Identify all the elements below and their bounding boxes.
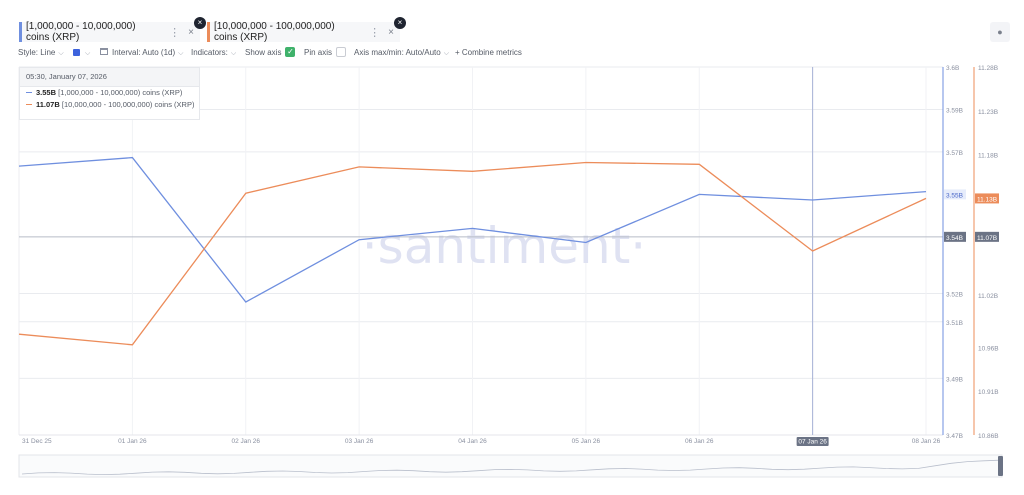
style-dropdown[interactable]: Style: Line ⌵ xyxy=(18,46,64,61)
series-1-dash-icon xyxy=(26,92,32,94)
settings-button[interactable]: ● xyxy=(990,22,1010,42)
tooltip-row-series-1: 3.55B [1,000,000 - 10,000,000) coins (XR… xyxy=(20,87,199,99)
left-axis-tick-label: 3.52B xyxy=(946,291,963,298)
pin-axis-label: Pin axis xyxy=(304,48,333,57)
left-axis-tick-label: 3.47B xyxy=(946,433,963,440)
checkbox-empty-icon[interactable] xyxy=(336,46,347,57)
indicators-dropdown[interactable]: Indicators: ⌵ xyxy=(191,46,236,61)
left-axis-tick-label: 3.59B xyxy=(946,107,963,114)
crosshair-right-value: 11.07B xyxy=(977,235,997,242)
navigator-handle[interactable] xyxy=(998,456,1003,476)
tooltip-value: 11.07B xyxy=(36,100,60,109)
current-right-badge-bg xyxy=(975,193,999,204)
right-axis-tick-label: 11.23B xyxy=(978,109,998,116)
color-picker[interactable]: ⌵ xyxy=(73,46,90,61)
chevron-down-icon: ⌵ xyxy=(230,50,237,57)
x-axis-tick-label: 31 Dec 25 xyxy=(22,438,52,445)
navigator-line xyxy=(21,459,1001,476)
chevron-down-icon: ⌵ xyxy=(58,50,64,57)
current-left-value: 3.55B xyxy=(946,192,963,199)
crosshair-left-value: 3.54B xyxy=(946,235,963,242)
current-right-value: 11.13B xyxy=(977,196,997,203)
axis-maxmin-label: Axis max/min: Auto/Auto xyxy=(354,48,441,57)
crosshair-date-badge-bg xyxy=(796,437,829,446)
x-axis-tick-label: 03 Jan 26 xyxy=(345,438,374,445)
metric-tab-2[interactable]: [10,000,000 - 100,000,000) coins (XRP) ⋮… xyxy=(207,17,406,43)
combine-metrics-button[interactable]: + Combine metrics xyxy=(455,48,522,57)
show-axis-label: Show axis xyxy=(245,48,282,57)
left-axis-tick-label: 3.51B xyxy=(946,320,963,327)
tooltip-legend: 05:30, January 07, 2026 3.55B [1,000,000… xyxy=(19,67,200,120)
tooltip-label: [10,000,000 - 100,000,000) coins (XRP) xyxy=(61,100,195,109)
style-label: Style: Line xyxy=(18,48,56,57)
x-axis-tick-label: 06 Jan 26 xyxy=(685,438,714,445)
right-axis-tick-label: 10.91B xyxy=(978,389,999,396)
left-axis-tick-label: 3.6B xyxy=(946,65,959,72)
checkbox-checked-icon[interactable]: ✓ xyxy=(285,46,296,57)
indicators-label: Indicators: xyxy=(191,48,228,57)
x-axis-tick-label: 05 Jan 26 xyxy=(572,438,601,445)
x-axis-tick-label: 04 Jan 26 xyxy=(458,438,487,445)
crosshair-right-badge-bg xyxy=(975,231,999,242)
show-axis-toggle[interactable]: Show axis ✓ xyxy=(245,46,296,60)
right-axis-tick-label: 10.96B xyxy=(978,345,999,352)
calendar-icon xyxy=(100,48,108,56)
interval-dropdown[interactable]: Interval: Auto (1d) ⌵ xyxy=(100,46,183,61)
x-axis-tick-label: 01 Jan 26 xyxy=(118,438,147,445)
x-axis-tick-label: 08 Jan 26 xyxy=(912,438,941,445)
metric-tab-label: [1,000,000 - 10,000,000) coins (XRP) xyxy=(26,21,136,43)
tooltip-label: [1,000,000 - 10,000,000) coins (XRP) xyxy=(58,88,183,97)
remove-icon[interactable]: × xyxy=(388,26,394,38)
right-axis-tick-label: 10.86B xyxy=(978,433,999,440)
watermark: ·santiment· xyxy=(362,217,646,275)
chevron-down-icon: ⌵ xyxy=(85,50,91,57)
series-line-2 xyxy=(18,161,927,346)
metric-tab-1[interactable]: [1,000,000 - 10,000,000) coins (XRP) ⋮ ×… xyxy=(19,17,206,43)
interval-label: Interval: Auto (1d) xyxy=(112,48,176,57)
crosshair-left-badge-bg xyxy=(944,231,966,242)
pin-axis-toggle[interactable]: Pin axis xyxy=(304,46,347,60)
remove-icon[interactable]: × xyxy=(188,26,194,38)
axis-maxmin-dropdown[interactable]: Axis max/min: Auto/Auto ⌵ xyxy=(354,46,449,61)
current-left-badge-bg xyxy=(944,189,966,200)
close-badge-icon[interactable]: × xyxy=(194,17,206,29)
color-swatch-icon xyxy=(73,48,80,56)
metric-tab-label: [10,000,000 - 100,000,000) coins (XRP) xyxy=(214,21,335,43)
right-axis-tick-label: 11.02B xyxy=(978,293,998,300)
close-badge-icon[interactable]: × xyxy=(394,17,406,29)
more-menu-icon[interactable]: ⋮ xyxy=(169,26,181,39)
navigator-frame[interactable] xyxy=(18,454,1003,478)
left-axis-tick-label: 3.57B xyxy=(946,150,963,157)
chart-toolbar: Style: Line ⌵ ⌵ Interval: Auto (1d) ⌵ Indi… xyxy=(18,46,1010,60)
more-menu-icon[interactable]: ⋮ xyxy=(369,26,381,39)
x-axis-tick-label: 02 Jan 26 xyxy=(231,438,260,445)
left-axis-tick-label: 3.49B xyxy=(946,376,963,383)
right-axis-tick-label: 11.28B xyxy=(978,65,998,72)
crosshair-date-label: 07 Jan 26 xyxy=(798,439,827,446)
series-2-dash-icon xyxy=(26,104,32,106)
tooltip-timestamp: 05:30, January 07, 2026 xyxy=(20,68,199,87)
tooltip-value: 3.55B xyxy=(36,88,57,97)
tooltip-row-series-2: 11.07B [10,000,000 - 100,000,000) coins … xyxy=(20,99,199,111)
chevron-down-icon: ⌵ xyxy=(178,50,184,57)
series-line-1 xyxy=(18,156,927,303)
chevron-down-icon: ⌵ xyxy=(443,50,450,57)
right-axis-tick-label: 11.18B xyxy=(978,153,998,160)
